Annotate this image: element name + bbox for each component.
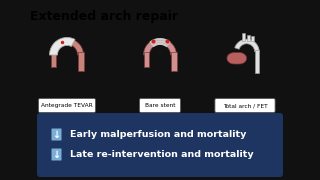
FancyBboxPatch shape xyxy=(140,98,180,112)
Bar xyxy=(51,52,56,67)
Bar xyxy=(247,35,250,41)
Polygon shape xyxy=(227,53,247,64)
Bar xyxy=(171,52,177,71)
FancyBboxPatch shape xyxy=(52,148,61,161)
FancyBboxPatch shape xyxy=(52,129,61,141)
Polygon shape xyxy=(50,37,75,55)
Polygon shape xyxy=(143,39,177,55)
Text: Early malperfusion and mortality: Early malperfusion and mortality xyxy=(70,130,246,139)
Text: Late re-intervention and mortality: Late re-intervention and mortality xyxy=(70,150,254,159)
FancyBboxPatch shape xyxy=(38,98,95,112)
Bar xyxy=(255,50,259,73)
Bar xyxy=(251,36,254,41)
Text: Total arch / FET: Total arch / FET xyxy=(223,103,267,108)
Text: Antegrade TEVAR: Antegrade TEVAR xyxy=(41,103,93,108)
Bar xyxy=(242,33,245,41)
Text: ↓: ↓ xyxy=(52,129,60,140)
Text: Extended arch repair: Extended arch repair xyxy=(30,10,178,23)
FancyBboxPatch shape xyxy=(215,98,275,112)
Polygon shape xyxy=(51,39,84,55)
FancyBboxPatch shape xyxy=(37,113,283,177)
Polygon shape xyxy=(235,39,259,52)
Bar xyxy=(77,52,84,71)
Bar xyxy=(143,52,149,67)
Text: ↓: ↓ xyxy=(52,150,60,159)
Text: Bare stent: Bare stent xyxy=(145,103,175,108)
